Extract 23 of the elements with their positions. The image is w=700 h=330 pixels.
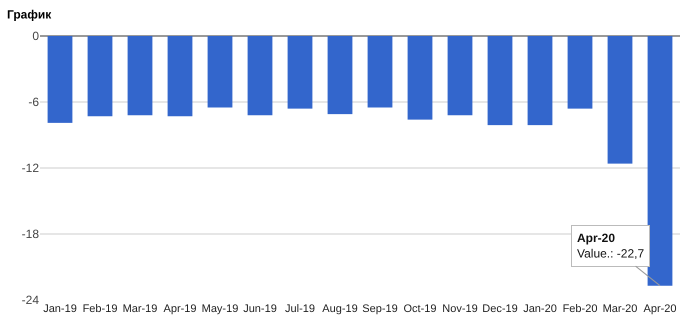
chart-title: График [7, 7, 52, 22]
x-tick-label: Mar-19 [122, 303, 158, 315]
annotation: Apr-20 Value.: -22,7 [577, 231, 644, 261]
x-tick-label: Apr-19 [163, 303, 197, 315]
x-tick-label: Feb-20 [562, 303, 598, 315]
x-tick-label: Aug-19 [322, 303, 358, 315]
x-tick-label: Nov-19 [442, 303, 478, 315]
x-tick-label: Oct-19 [403, 303, 437, 315]
y-tick-label: -18 [22, 227, 40, 242]
x-tick-label: Apr-20 [643, 303, 677, 315]
x-tick-label: Sep-19 [362, 303, 398, 315]
x-tick-label: May-19 [202, 303, 238, 315]
y-tick-label: -6 [28, 95, 40, 110]
x-tick-label: Jun-19 [243, 303, 277, 315]
x-tick-label: Jul-19 [285, 303, 315, 315]
x-tick-label: Jan-20 [523, 303, 557, 315]
y-tick-label: -12 [22, 161, 40, 176]
x-tick-label: Dec-19 [482, 303, 518, 315]
x-tick-label: Feb-19 [82, 303, 118, 315]
y-tick-label: 0 [32, 29, 40, 44]
x-tick-label: Jan-19 [43, 303, 77, 315]
x-tick-label: Mar-20 [602, 303, 638, 315]
y-tick-label: -24 [22, 293, 40, 308]
